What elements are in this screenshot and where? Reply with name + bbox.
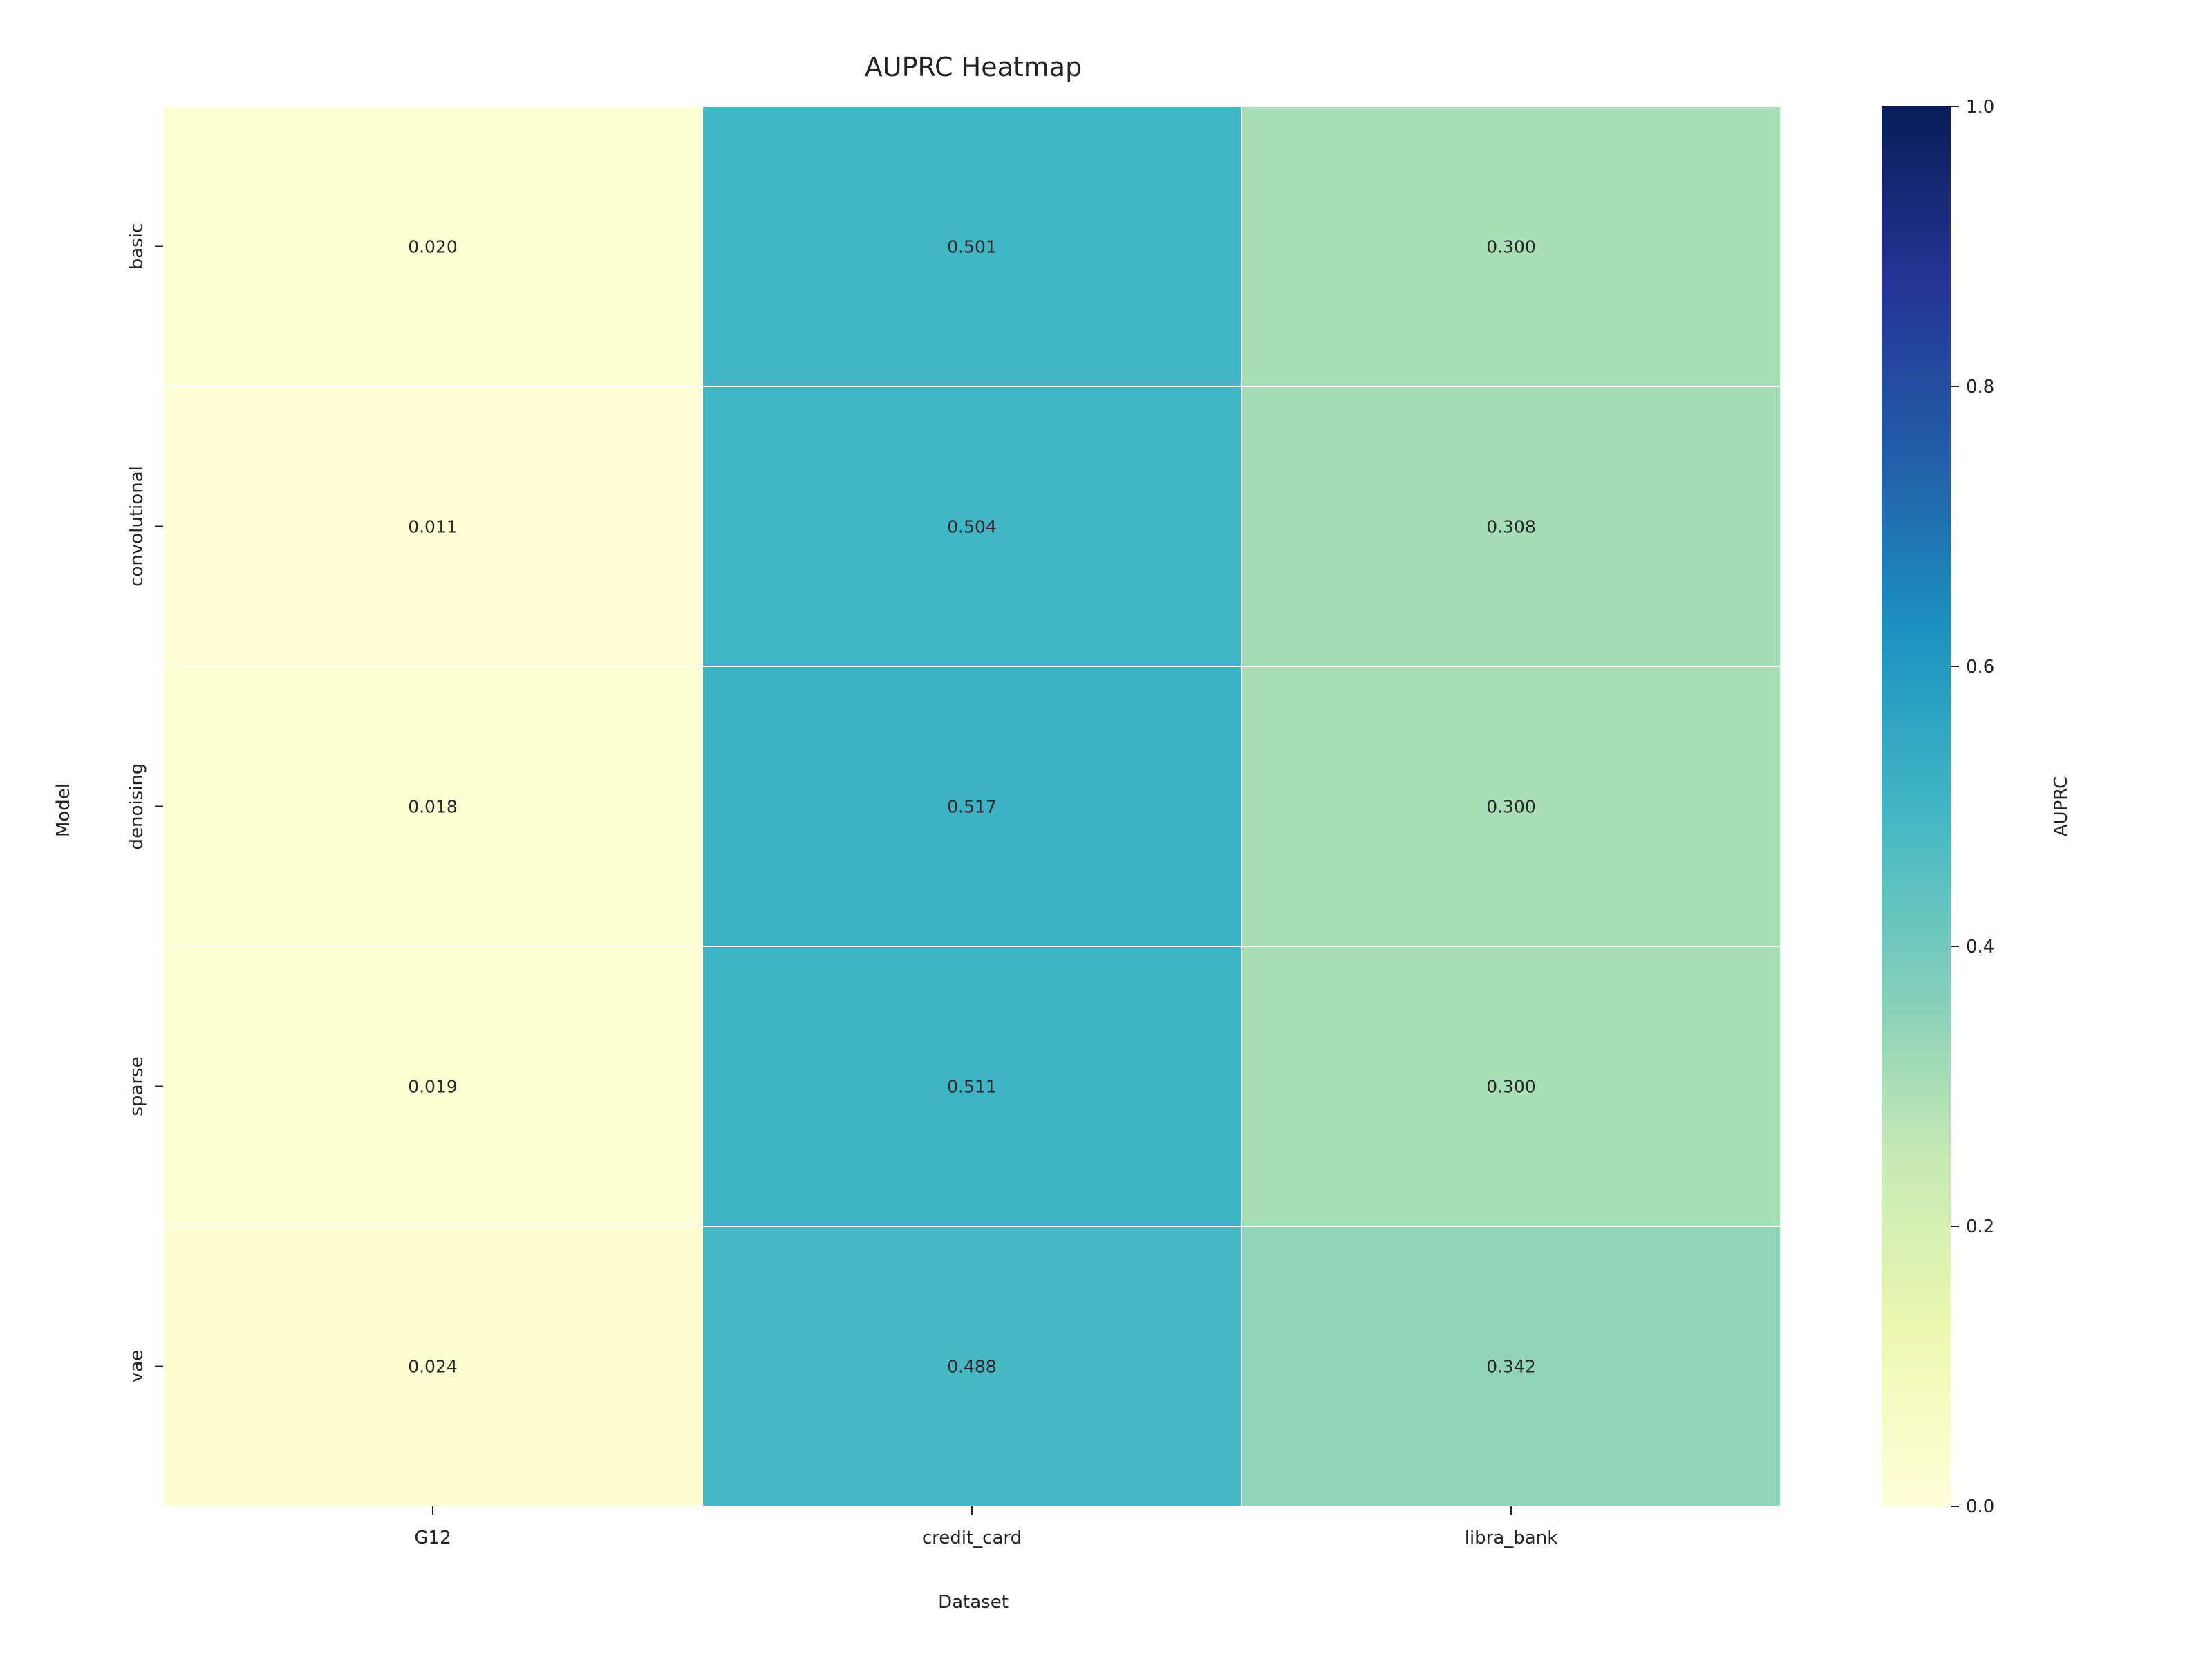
cell-value-label: 0.300 — [1486, 1077, 1536, 1097]
y-tick-label: vae — [126, 1350, 147, 1382]
cell-value-label: 0.517 — [947, 797, 997, 817]
heatmap-cell-convolutional-G12 — [162, 386, 703, 667]
heatmap-cell-convolutional-credit_card — [702, 386, 1242, 667]
colorbar-tick-label: 0.6 — [1966, 657, 1994, 677]
heatmap-cell-vae-G12 — [162, 1226, 703, 1507]
cell-value-label: 0.011 — [408, 517, 458, 537]
heatmap-cell-sparse-libra_bank — [1241, 946, 1781, 1227]
x-tick-label: credit_card — [922, 1528, 1022, 1548]
chart-title: AUPRC Heatmap — [865, 52, 1082, 82]
colorbar-label: AUPRC — [2051, 776, 2072, 836]
cell-value-label: 0.488 — [947, 1357, 997, 1377]
x-axis-label: Dataset — [938, 1592, 1009, 1613]
heatmap-cell-basic-credit_card — [702, 106, 1242, 387]
x-tick-label: G12 — [414, 1528, 451, 1548]
y-axis-label: Model — [53, 783, 74, 837]
y-tick-label: denoising — [126, 763, 147, 850]
cell-value-label: 0.300 — [1486, 797, 1536, 817]
heatmap-cell-basic-libra_bank — [1241, 106, 1781, 387]
y-axis: basic convolutional denoising sparse vae — [126, 223, 163, 1382]
cell-value-label: 0.504 — [947, 517, 997, 537]
colorbar-tick-label: 0.2 — [1966, 1217, 1994, 1237]
colorbar-tick-label: 0.4 — [1966, 937, 1994, 957]
cell-value-label: 0.018 — [408, 797, 458, 817]
x-axis: G12 credit_card libra_bank — [414, 1506, 1557, 1548]
y-tick-label: basic — [126, 223, 147, 270]
y-tick-label: convolutional — [126, 466, 147, 587]
y-tick-label: sparse — [126, 1056, 147, 1116]
colorbar-tick-label: 0.0 — [1966, 1497, 1994, 1517]
cell-value-label: 0.308 — [1486, 517, 1536, 537]
colorbar-tick-label: 0.8 — [1966, 377, 1994, 397]
colorbar-tick-label: 1.0 — [1966, 97, 1994, 118]
cell-value-label: 0.342 — [1486, 1357, 1536, 1377]
heatmap-cell-vae-libra_bank — [1241, 1226, 1781, 1507]
heatmap-cell-sparse-G12 — [162, 946, 703, 1227]
heatmap-cell-basic-G12 — [162, 106, 703, 387]
heatmap-cell-convolutional-libra_bank — [1241, 386, 1781, 667]
x-tick-label: libra_bank — [1465, 1528, 1558, 1548]
heatmap-cell-denoising-credit_card — [702, 666, 1242, 947]
heatmap-cell-denoising-G12 — [162, 666, 703, 947]
colorbar: 0.0 0.2 0.4 0.6 0.8 1.0 AUPRC — [1882, 97, 2072, 1517]
cell-value-label: 0.020 — [408, 237, 458, 257]
cell-value-label: 0.024 — [408, 1357, 458, 1377]
cell-value-label: 0.511 — [947, 1077, 997, 1097]
colorbar-gradient — [1882, 106, 1951, 1506]
heatmap-cell-vae-credit_card — [702, 1226, 1242, 1507]
heatmap-cells: 0.020 0.501 0.300 0.011 0.504 0.308 0.018 0.517… — [162, 106, 1781, 1507]
cell-value-label: 0.300 — [1486, 237, 1536, 257]
cell-value-label: 0.501 — [947, 237, 997, 257]
cell-value-label: 0.019 — [408, 1077, 458, 1097]
